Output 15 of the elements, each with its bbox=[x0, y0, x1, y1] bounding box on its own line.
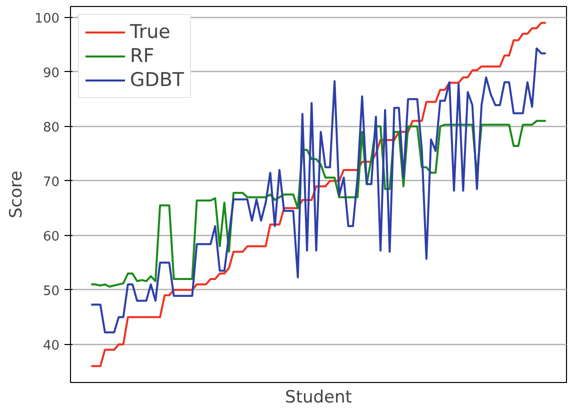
y-tick-label: 70 bbox=[42, 174, 60, 190]
y-tick-label: 90 bbox=[42, 66, 60, 81]
x-axis-title: Student bbox=[285, 388, 352, 408]
y-axis-title: Score bbox=[6, 170, 27, 218]
y-tick-label: 100 bbox=[34, 11, 60, 26]
y-tick-label: 40 bbox=[42, 338, 60, 354]
y-tick-label: 50 bbox=[42, 284, 60, 299]
y-tick-label: 80 bbox=[42, 120, 60, 136]
legend-label: GDBT bbox=[130, 69, 184, 91]
legend-label: True bbox=[130, 21, 170, 43]
y-tick-label: 60 bbox=[42, 229, 60, 244]
line-series bbox=[90, 22, 547, 368]
line-series bbox=[90, 120, 547, 288]
legend-label: RF bbox=[130, 45, 154, 67]
line-series bbox=[90, 47, 547, 334]
